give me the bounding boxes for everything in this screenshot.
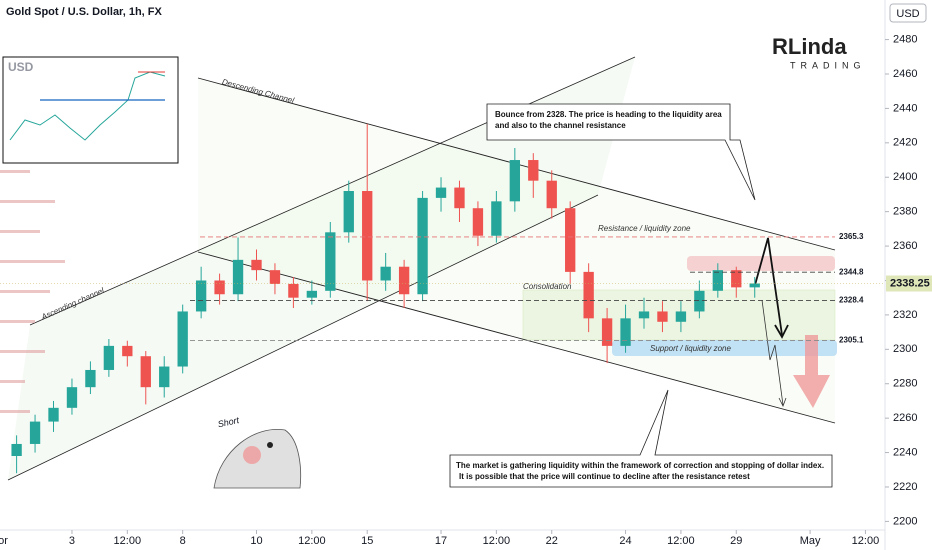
y-tick-label: 2400 bbox=[893, 171, 917, 183]
currency-box[interactable] bbox=[889, 3, 927, 23]
candle-body bbox=[177, 311, 188, 367]
x-tick-label: May bbox=[800, 535, 821, 547]
callout-line: Bounce from 2328. The price is heading t… bbox=[495, 110, 722, 119]
y-tick-label: 2480 bbox=[893, 33, 917, 45]
x-tick-label: 3 bbox=[69, 535, 75, 547]
candle-body bbox=[546, 180, 557, 209]
candle-body bbox=[749, 283, 760, 288]
logo-sub: TRADING bbox=[790, 60, 866, 70]
candle-body bbox=[325, 232, 336, 291]
candle-body bbox=[288, 283, 299, 298]
x-tick-label: 10 bbox=[250, 535, 262, 547]
short-label: Short bbox=[217, 415, 241, 429]
candle-body bbox=[362, 191, 373, 281]
level-label: 2365.3 bbox=[839, 232, 864, 241]
currency[interactable]: USD bbox=[896, 8, 919, 20]
x-tick-label: 12:00 bbox=[298, 535, 326, 547]
x-tick-label: 12:00 bbox=[483, 535, 511, 547]
level-label: 2344.8 bbox=[839, 267, 864, 276]
candle-body bbox=[601, 318, 613, 346]
y-tick-label: 2380 bbox=[893, 206, 917, 218]
x-tick-label: 12:00 bbox=[114, 535, 142, 547]
callout-line: The market is gathering liquidity within… bbox=[456, 461, 824, 470]
candle-body bbox=[11, 443, 22, 457]
candle-body bbox=[85, 369, 96, 388]
candle-body bbox=[694, 290, 705, 312]
candle-body bbox=[565, 208, 576, 272]
chart-title: Gold Spot / U.S. Dollar, 1h, FX bbox=[6, 6, 163, 18]
consolidation-label: Consolidation bbox=[523, 282, 572, 291]
y-tick-label: 2320 bbox=[893, 309, 917, 321]
level-label: 2305.1 bbox=[839, 336, 864, 345]
callout-line: It is possible that the price will conti… bbox=[459, 472, 750, 481]
candle-body bbox=[380, 266, 391, 281]
candle-body bbox=[251, 259, 262, 271]
x-tick-label: 8 bbox=[180, 535, 186, 547]
last-price-label: 2338.25 bbox=[890, 277, 930, 289]
x-tick-label: 15 bbox=[361, 535, 373, 547]
candle-body bbox=[343, 191, 354, 233]
y-tick-label: 2440 bbox=[893, 102, 917, 114]
y-tick-label: 2280 bbox=[893, 378, 917, 390]
candle-body bbox=[103, 345, 115, 370]
candle-body bbox=[48, 407, 59, 422]
y-tick-label: 2220 bbox=[893, 481, 917, 493]
candle-body bbox=[712, 270, 723, 291]
y-tick-label: 2200 bbox=[893, 515, 917, 527]
candle-body bbox=[398, 266, 410, 295]
level-label: 2328.4 bbox=[839, 296, 864, 305]
candle-body bbox=[195, 280, 207, 312]
support-label: Support / liquidity zone bbox=[650, 344, 731, 353]
candle-body bbox=[140, 356, 151, 388]
candle-body bbox=[657, 311, 668, 322]
candle-body bbox=[122, 345, 133, 357]
candle-body bbox=[306, 290, 318, 298]
candle-body bbox=[472, 208, 484, 236]
candle-body bbox=[269, 270, 281, 284]
y-tick-label: 2460 bbox=[893, 68, 917, 80]
candle-body bbox=[491, 201, 502, 236]
x-tick-label: or bbox=[0, 535, 8, 547]
candle-body bbox=[731, 270, 742, 288]
x-tick-label: 17 bbox=[435, 535, 447, 547]
candle-body bbox=[583, 271, 594, 319]
x-tick-label: 12:00 bbox=[667, 535, 695, 547]
inset-label: USD bbox=[8, 60, 34, 74]
y-tick-label: 2300 bbox=[893, 343, 917, 355]
x-tick-label: 22 bbox=[546, 535, 558, 547]
plot bbox=[11, 123, 760, 474]
logo: RLinda bbox=[772, 34, 847, 59]
last-price-badge bbox=[886, 275, 932, 292]
candle-body bbox=[509, 160, 521, 202]
y-tick-label: 2260 bbox=[893, 412, 917, 424]
candle-body bbox=[29, 421, 41, 444]
callout-line: and also to the channel resistance bbox=[495, 121, 626, 130]
y-tick-label: 2240 bbox=[893, 446, 917, 458]
x-tick-label: 12:00 bbox=[852, 535, 880, 547]
candle-body bbox=[620, 318, 631, 346]
x-tick-label: 24 bbox=[619, 535, 631, 547]
y-tick-label: 2360 bbox=[893, 240, 917, 252]
candle-body bbox=[232, 259, 244, 295]
y-tick-label: 2420 bbox=[893, 137, 917, 149]
candle-body bbox=[675, 311, 687, 322]
candle-body bbox=[214, 280, 225, 295]
candle-body bbox=[417, 197, 428, 295]
x-tick-label: 29 bbox=[730, 535, 742, 547]
candle-body bbox=[528, 160, 539, 181]
candle-body bbox=[638, 311, 650, 319]
resistance-label: Resistance / liquidity zone bbox=[598, 224, 691, 233]
candle-body bbox=[159, 366, 170, 388]
candle-body bbox=[66, 387, 78, 408]
candle-body bbox=[435, 187, 447, 198]
candle-body bbox=[454, 187, 465, 209]
